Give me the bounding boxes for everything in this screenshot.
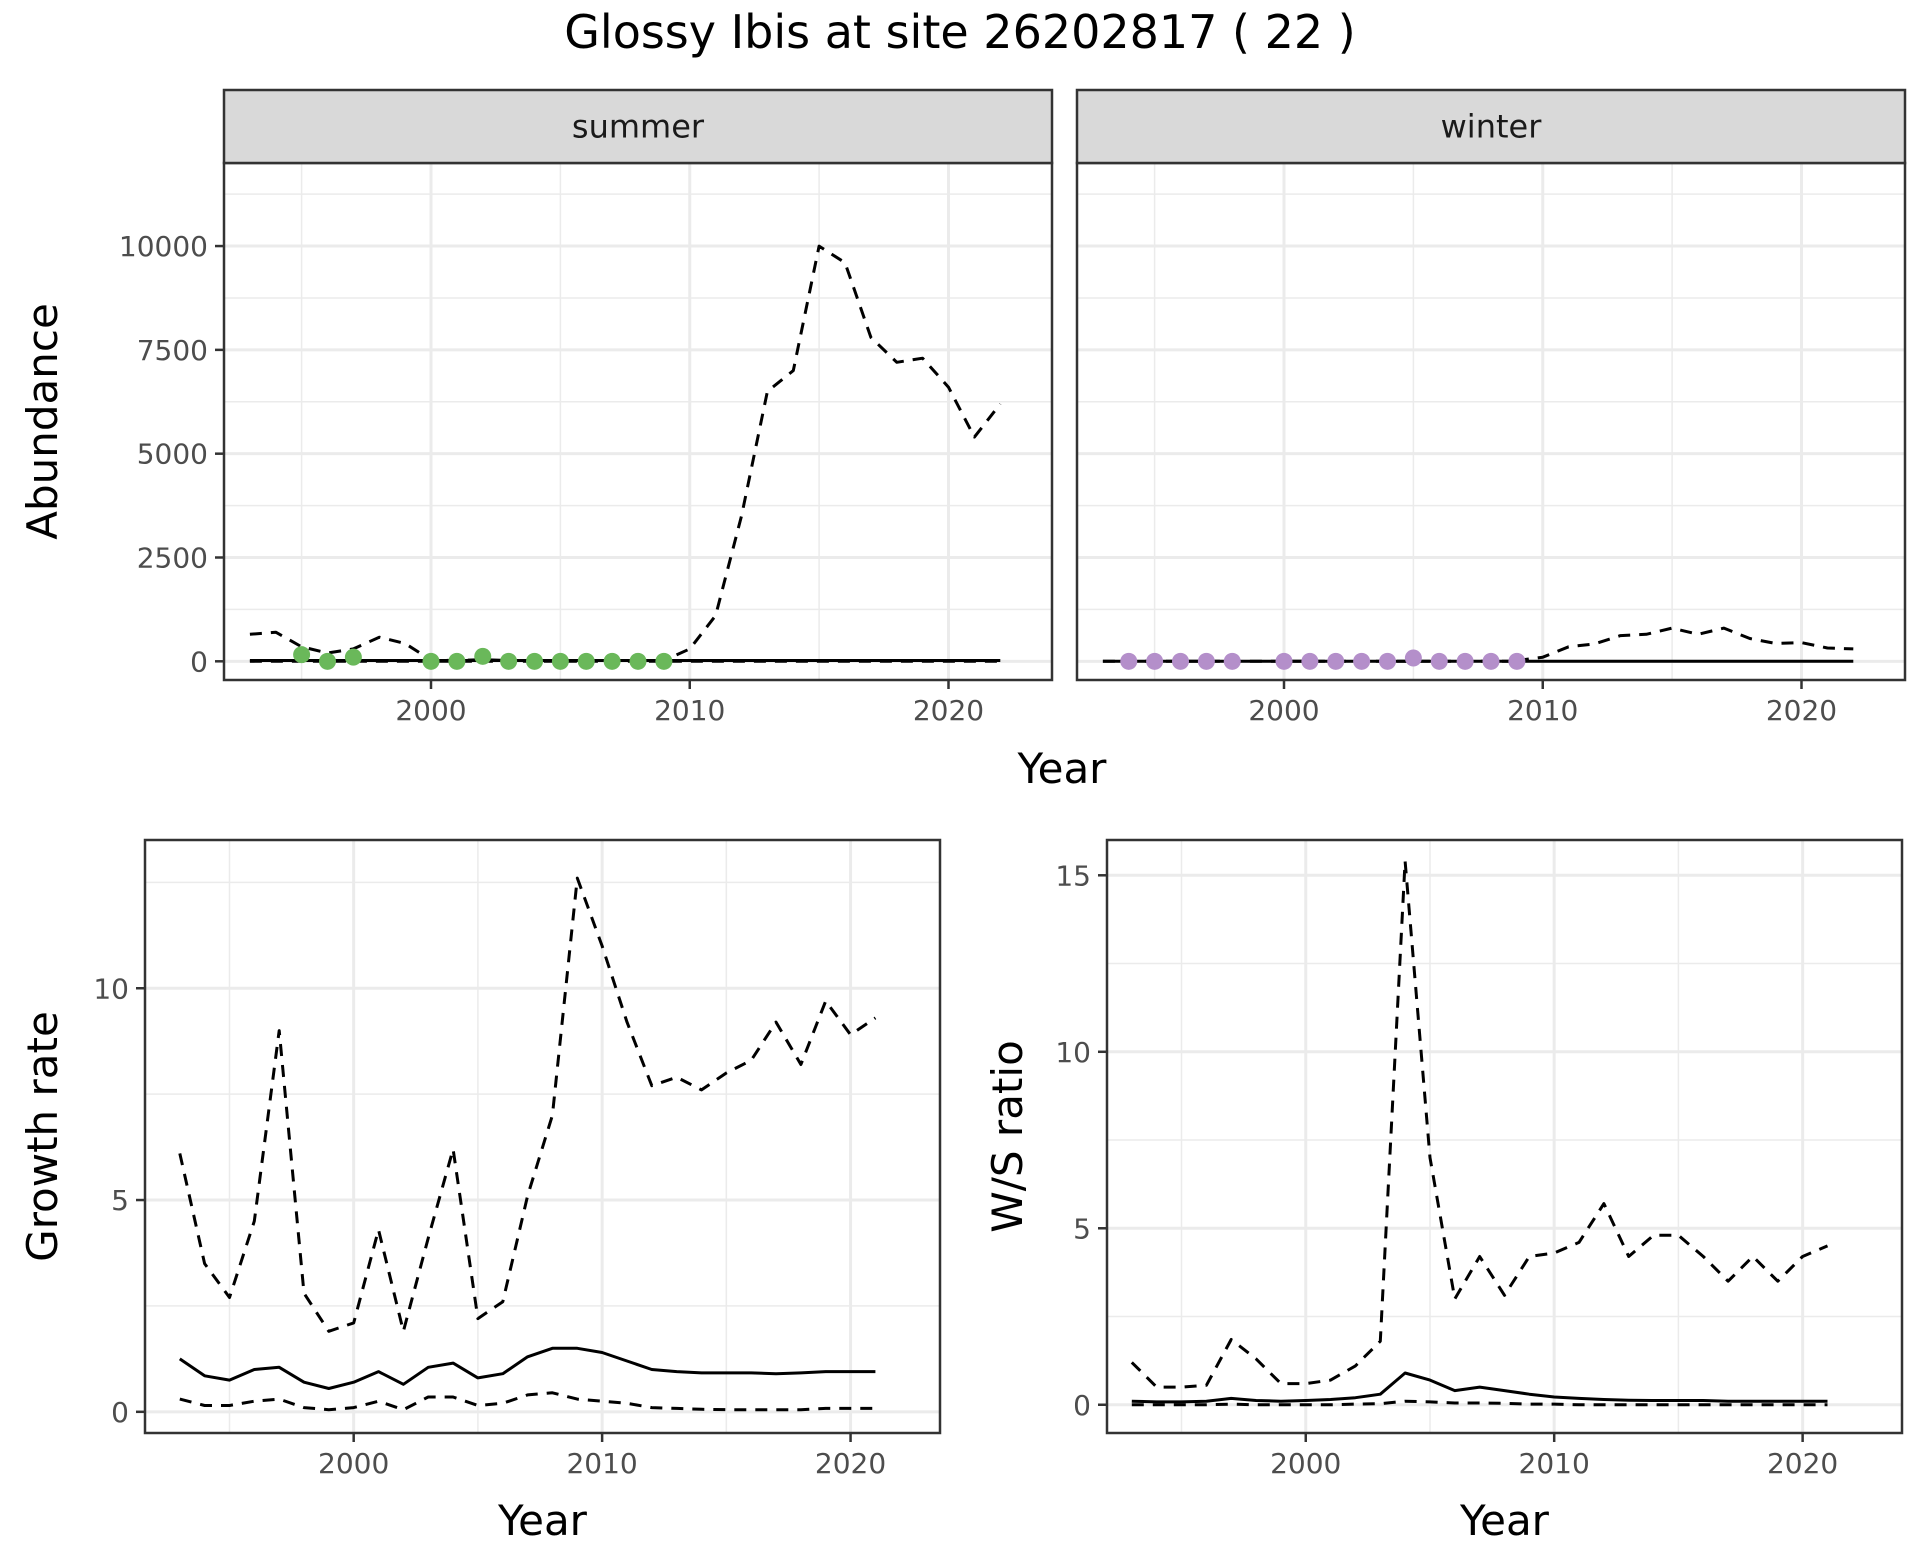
- count-point: [577, 652, 595, 670]
- y-tick-label: 10000: [119, 230, 208, 263]
- count-point: [655, 652, 673, 670]
- count-point: [1327, 652, 1345, 670]
- facet-strip: [1075, 88, 1907, 165]
- y-tick-label: 10: [1055, 1036, 1091, 1069]
- y-tick-label: 0: [111, 1396, 129, 1429]
- panel-growth: 2000 2010 2020 0 5 10 Growth rate Year: [18, 838, 942, 1545]
- y-tick-label: 5: [1073, 1212, 1091, 1245]
- panels: summer 2000 2010 2020 0 2500 5000 7500 10000 Abun…: [18, 88, 1907, 1545]
- x-tick-label: 2010: [654, 694, 725, 727]
- y-axis-title: Growth rate: [18, 1011, 67, 1262]
- x-tick-label: 2000: [1270, 1447, 1341, 1480]
- series-lower-line: [1131, 1399, 1828, 1407]
- count-point: [1482, 652, 1500, 670]
- x-axis-title: Year: [1459, 1496, 1550, 1545]
- count-point: [629, 652, 647, 670]
- count-point: [1301, 652, 1319, 670]
- count-point: [1223, 652, 1241, 670]
- panel-ratio: 2000 2010 2020 0 5 10 15 W/S ratio Year: [983, 838, 1904, 1545]
- count-point: [551, 652, 569, 670]
- x-tick-label: 2020: [815, 1447, 886, 1480]
- y-tick-label: 5000: [137, 438, 208, 471]
- facet-strip-label: summer: [572, 108, 705, 146]
- count-point: [526, 652, 543, 670]
- series-lower-line: [179, 1391, 876, 1412]
- plot-area: [145, 840, 940, 1433]
- series-estimate-line: [178, 1346, 876, 1390]
- x-tick-label: 2000: [318, 1447, 389, 1480]
- series-upper-line: [249, 244, 1002, 662]
- panel-border: [143, 838, 942, 1435]
- figure-title: Glossy Ibis at site 26202817 ( 22 ): [564, 5, 1355, 59]
- y-tick-label: 2500: [137, 541, 208, 574]
- count-point: [1275, 652, 1293, 670]
- panel-border: [1105, 838, 1904, 1435]
- facet-strip: [222, 88, 1054, 165]
- count-point: [1456, 652, 1474, 670]
- y-axis-title: Abundance: [18, 303, 67, 540]
- facet-strip-label: winter: [1441, 108, 1543, 146]
- y-tick-label: 0: [190, 645, 208, 678]
- count-point: [448, 652, 466, 670]
- y-tick-label: 7500: [137, 334, 208, 367]
- count-point: [1404, 649, 1422, 667]
- count-point: [1197, 652, 1215, 670]
- x-tick-label: 2020: [1767, 1447, 1838, 1480]
- y-axis-title: W/S ratio: [983, 1040, 1032, 1233]
- x-tick-label: 2010: [1519, 1447, 1590, 1480]
- y-tick-label: 0: [1073, 1389, 1091, 1422]
- x-tick-label: 2020: [1766, 694, 1837, 727]
- y-tick-label: 15: [1055, 859, 1091, 892]
- y-tick-label: 5: [111, 1184, 129, 1217]
- plot-area: [1077, 163, 1905, 680]
- plot-area: [1107, 840, 1902, 1433]
- series-upper-line: [1130, 859, 1829, 1389]
- count-point: [344, 648, 362, 666]
- series-estimate-line: [1131, 1371, 1828, 1404]
- top-row-x-axis-title: Year: [1017, 744, 1108, 793]
- count-point: [1379, 652, 1396, 670]
- plot-area: [224, 163, 1052, 680]
- count-point: [422, 652, 440, 670]
- count-point: [293, 646, 311, 664]
- panel-winter: winter 2000 2010 2020: [1075, 88, 1907, 727]
- count-point: [1430, 652, 1448, 670]
- y-tick-label: 10: [93, 972, 129, 1005]
- count-point: [500, 652, 518, 670]
- x-tick-label: 2000: [395, 694, 466, 727]
- count-point: [1353, 652, 1371, 670]
- count-point: [1120, 652, 1138, 670]
- count-point: [1146, 652, 1164, 670]
- count-point: [319, 652, 336, 670]
- x-tick-label: 2020: [913, 694, 984, 727]
- count-point: [474, 647, 492, 665]
- count-point: [1508, 652, 1526, 670]
- panel-summer: summer 2000 2010 2020 0 2500 5000 7500 10000 Abun…: [18, 88, 1054, 727]
- x-tick-label: 2010: [1507, 694, 1578, 727]
- series-upper-line: [1516, 626, 1854, 662]
- x-axis-title: Year: [497, 1496, 588, 1545]
- x-tick-label: 2010: [566, 1447, 637, 1480]
- count-point: [1172, 652, 1189, 670]
- count-point: [603, 652, 621, 670]
- x-tick-label: 2000: [1248, 694, 1319, 727]
